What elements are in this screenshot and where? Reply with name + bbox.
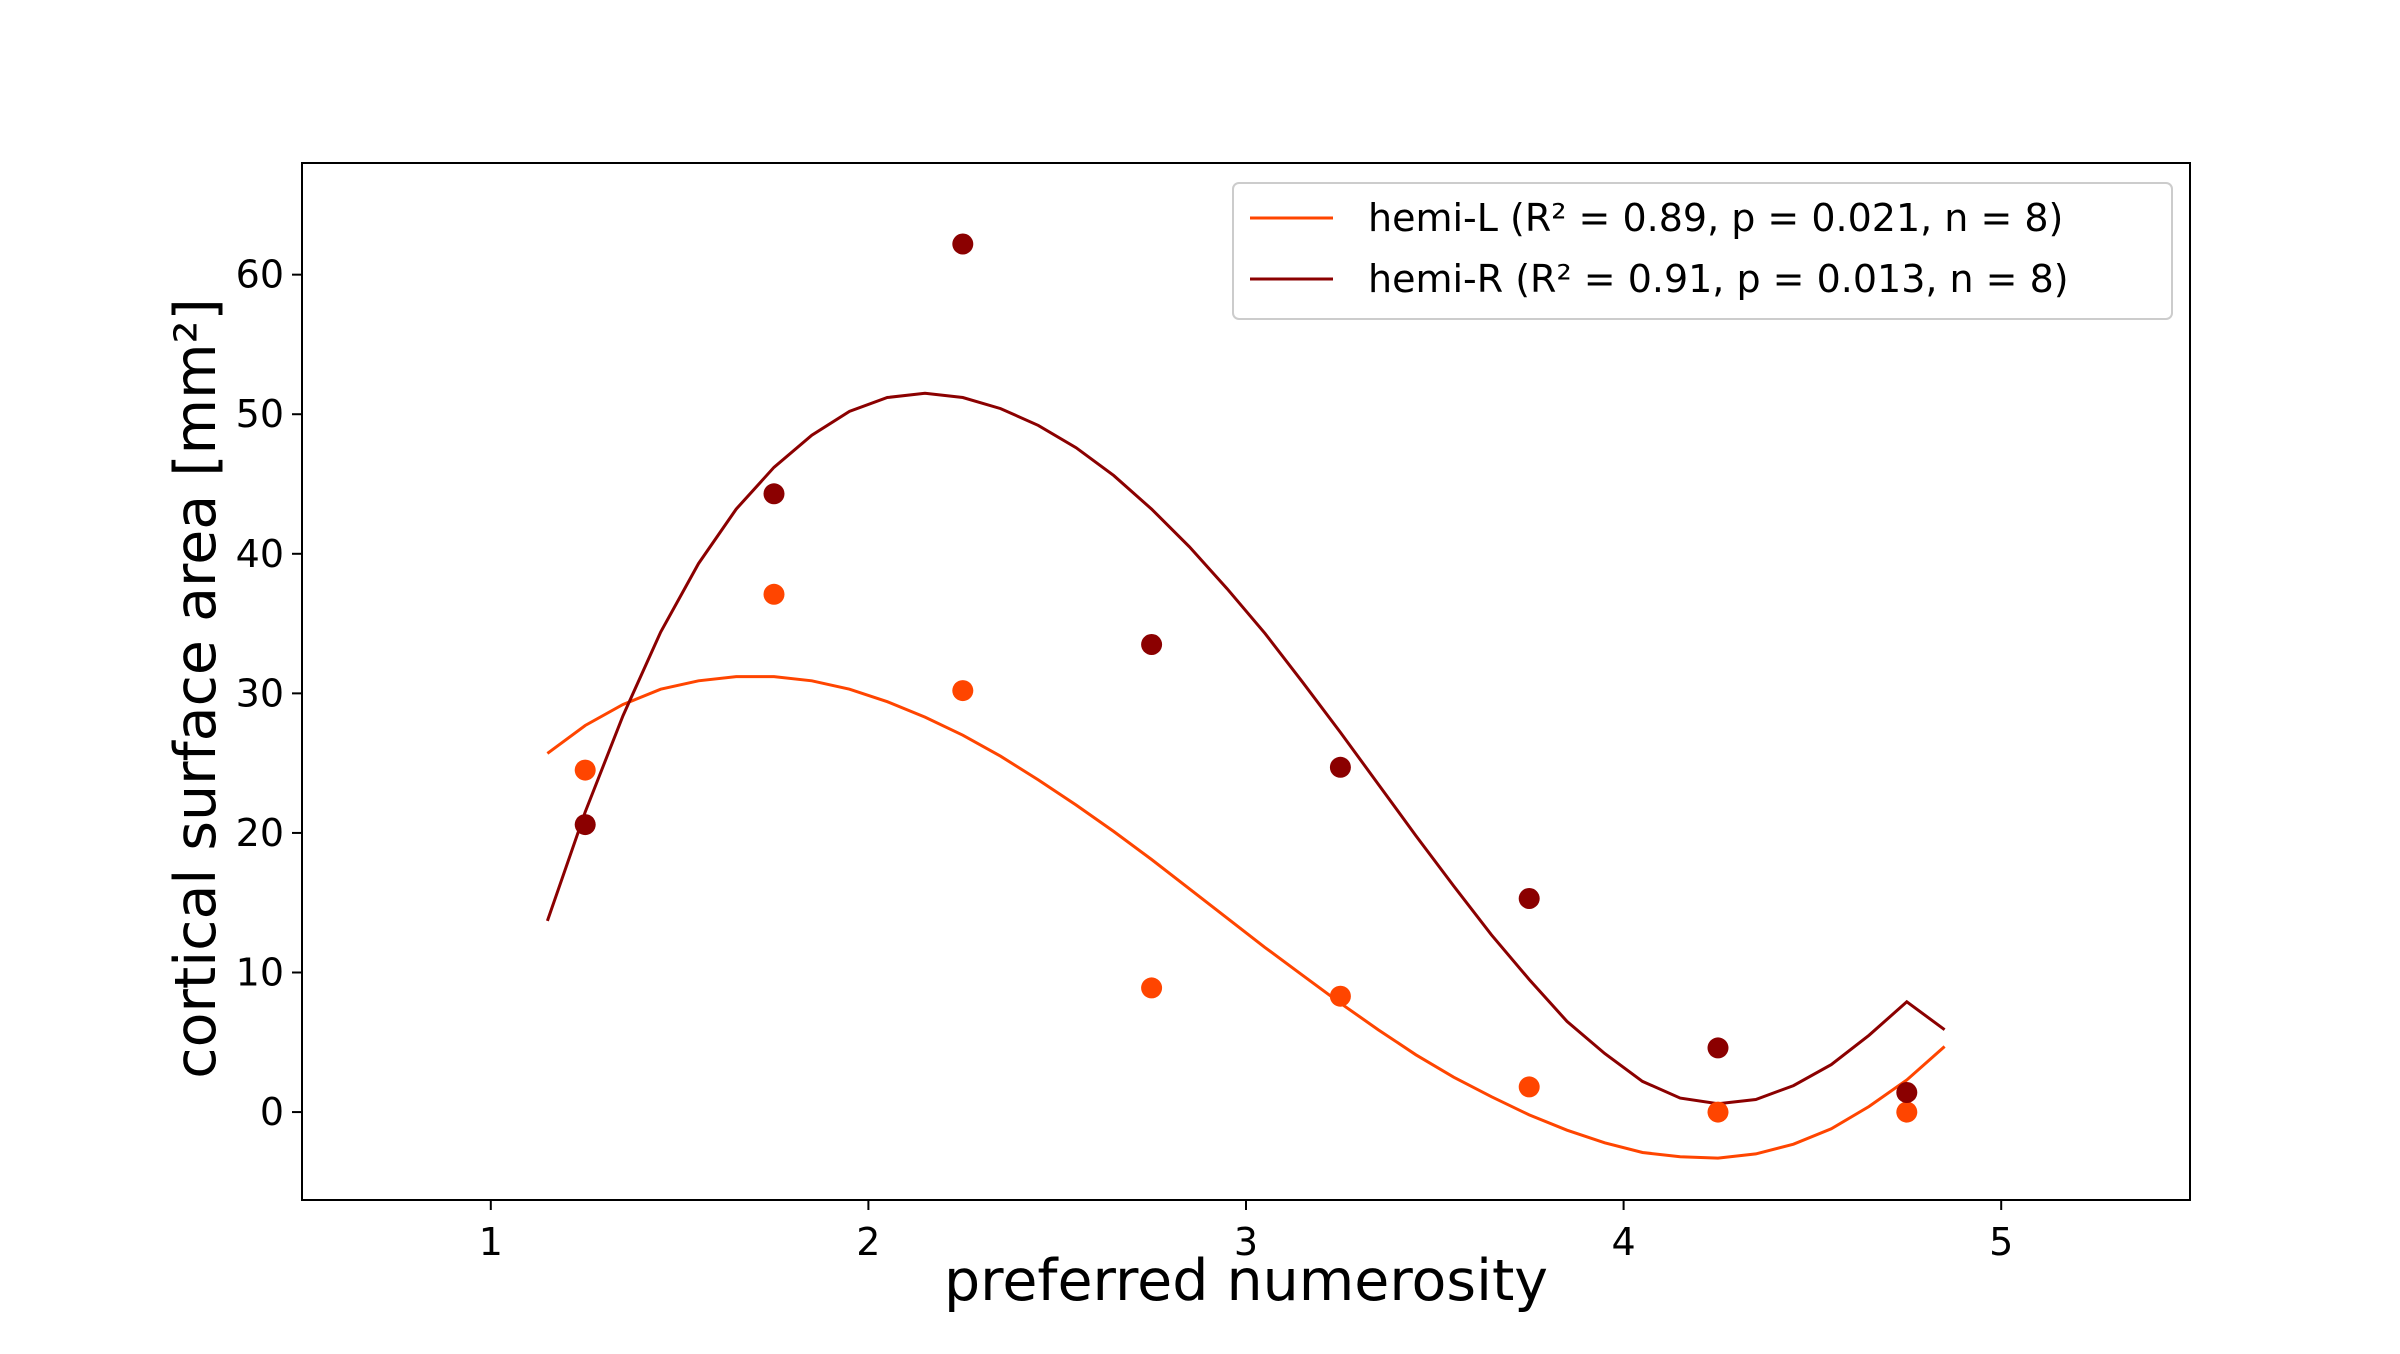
legend: hemi-L (R² = 0.89, p = 0.021, n = 8) hemi… (1232, 182, 2173, 320)
y-tick-label-0: 0 (260, 1090, 284, 1134)
data-point-hemi-L-1 (574, 759, 596, 781)
data-point-hemi-R-8 (1896, 1082, 1918, 1103)
fit-line-hemi-L (546, 675, 1946, 1160)
data-point-hemi-R-5 (1329, 756, 1351, 778)
y-tick-label-60: 60 (236, 253, 284, 297)
fit-curves (545, 391, 1946, 1160)
legend-box (1232, 182, 2173, 320)
x-tick-label-5: 5 (1989, 1220, 2013, 1264)
data-point-hemi-L-7 (1707, 1101, 1729, 1123)
legend-label-hemi-L: hemi-L (R² = 0.89, p = 0.021, n = 8) (1368, 196, 2063, 240)
y-tick-label-20: 20 (236, 811, 284, 855)
fit-line-hemi-R (545, 391, 1946, 1106)
y-tick-label-30: 30 (236, 671, 284, 715)
x-tick-label-1: 1 (479, 1220, 503, 1264)
data-point-hemi-L-5 (1329, 985, 1351, 1007)
data-point-hemi-R-3 (952, 233, 974, 255)
data-point-hemi-L-3 (952, 680, 974, 702)
y-tick-label-10: 10 (236, 951, 284, 995)
y-axis-title: cortical surface area [mm²] (163, 298, 229, 1078)
x-tick-label-2: 2 (856, 1220, 880, 1264)
data-point-hemi-R-2 (763, 483, 785, 505)
data-point-hemi-L-6 (1518, 1076, 1540, 1098)
x-tick-label-3: 3 (1234, 1220, 1258, 1264)
data-point-hemi-R-4 (1141, 634, 1163, 655)
data-point-hemi-R-1 (574, 814, 596, 836)
data-point-hemi-R-7 (1707, 1037, 1729, 1059)
x-axis-title: preferred numerosity (944, 1248, 1548, 1314)
data-point-hemi-L-4 (1141, 977, 1163, 999)
data-point-hemi-R-6 (1518, 888, 1540, 909)
data-point-hemi-L-2 (763, 583, 785, 605)
x-tick-label-4: 4 (1612, 1220, 1636, 1264)
legend-label-hemi-R: hemi-R (R² = 0.91, p = 0.013, n = 8) (1368, 257, 2069, 301)
data-point-hemi-L-8 (1896, 1101, 1918, 1123)
y-tick-label-50: 50 (236, 392, 284, 436)
y-tick-label-40: 40 (236, 532, 284, 576)
data-points (574, 233, 1918, 1123)
